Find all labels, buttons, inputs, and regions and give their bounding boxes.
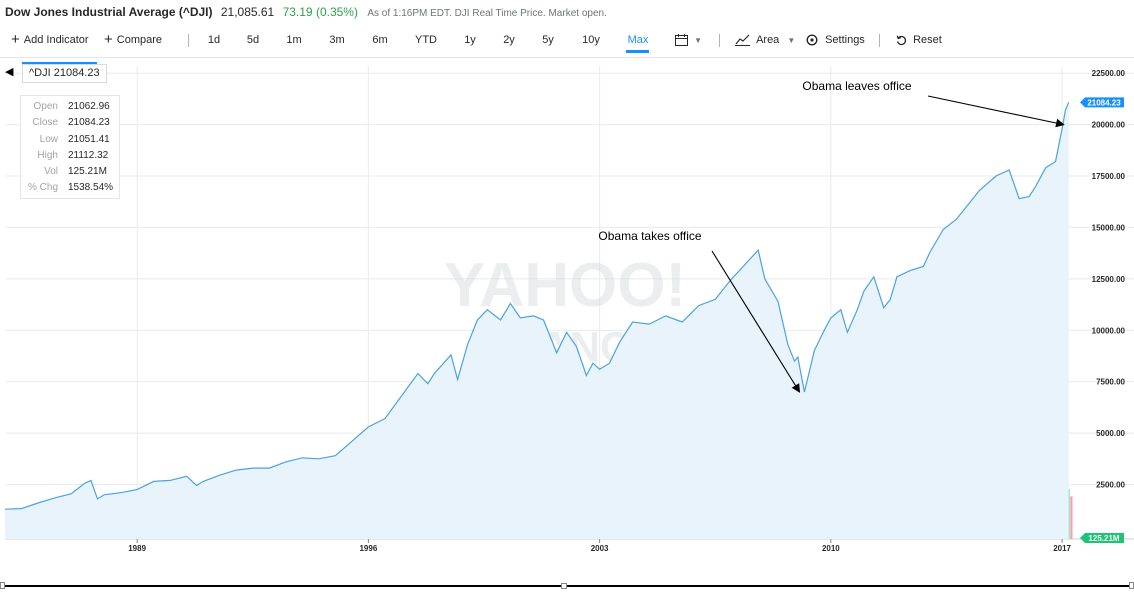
range-1m[interactable]: 1m: [286, 34, 302, 46]
price-line: [4, 102, 1070, 510]
ohlc-label: % Chg: [27, 182, 58, 194]
resize-handle-center[interactable]: [561, 583, 567, 589]
y-tick-label: 20000.00: [1092, 121, 1126, 130]
ohlc-value: 21062.96: [68, 101, 110, 112]
y-tick-label: 7500.00: [1096, 378, 1125, 387]
resize-handle-right[interactable]: [1129, 582, 1134, 589]
resize-handle-left[interactable]: [0, 582, 5, 589]
y-tick-label: 10000.00: [1092, 326, 1126, 335]
quote-header: Dow Jones Industrial Average (^DJI) 21,0…: [5, 3, 1130, 21]
settings-label: Settings: [825, 34, 865, 46]
ohlc-value: 21084.23: [68, 117, 110, 129]
quote-as-of: As of 1:16PM EDT. DJI Real Time Price. M…: [367, 8, 607, 19]
range-2y[interactable]: 2y: [503, 34, 515, 46]
toolbar-divider: [879, 34, 880, 47]
annotation-arrow: [927, 95, 1065, 128]
reset-label: Reset: [913, 34, 942, 46]
compare-button[interactable]: + Compare: [104, 26, 162, 54]
page-bottom-rule: [0, 585, 1134, 587]
x-tick-label: 2010: [822, 544, 840, 553]
annotation-label: Obama takes office: [598, 229, 701, 243]
chart-annotations: Obama takes office Obama leaves office: [598, 79, 1065, 393]
y-tick-label: 5000.00: [1096, 429, 1125, 438]
ohlc-value: 125.21M: [68, 166, 107, 178]
price-chart[interactable]: YAHOO! FINANCE 2500.005000.007500.001000…: [0, 58, 1134, 558]
last-volume-label: 125.21M: [1088, 534, 1119, 543]
ohlc-row-pct-chg: % Chg 1538.54%: [21, 180, 119, 196]
x-tick-label: 2017: [1053, 544, 1071, 553]
last-price-label: 21084.23: [1087, 98, 1121, 107]
quote-change: 73.19 (0.35%): [282, 5, 358, 19]
range-5d[interactable]: 5d: [246, 34, 260, 46]
price-area: [5, 102, 1069, 540]
range-1d[interactable]: 1d: [207, 34, 221, 46]
date-range-picker[interactable]: ▼: [675, 26, 702, 54]
range-ytd[interactable]: YTD: [415, 34, 437, 46]
quote-price: 21,085.61: [220, 5, 275, 19]
ohlc-panel: Open 21062.96 Close 21084.23 Low 21051.41 H…: [20, 95, 120, 199]
ohlc-row-open: Open 21062.96: [21, 99, 119, 115]
symbol-tag: ^DJI 21084.23: [22, 64, 107, 83]
x-tick-label: 1996: [359, 544, 377, 553]
chevron-down-icon: ▼: [787, 36, 796, 45]
x-tick-label: 2003: [591, 544, 609, 553]
annotation-label: Obama leaves office: [802, 79, 911, 93]
y-tick-label: 22500.00: [1092, 69, 1126, 78]
annotation-arrow: [711, 250, 801, 393]
chart-type-select[interactable]: Area ▼: [735, 26, 795, 54]
range-3m[interactable]: 3m: [329, 34, 345, 46]
ohlc-row-low: Low 21051.41: [21, 132, 119, 148]
plus-icon: +: [11, 31, 20, 48]
x-axis: 1989 1996 2003 2010 2017: [128, 539, 1072, 553]
ohlc-label: High: [37, 149, 58, 161]
settings-button[interactable]: Settings: [806, 26, 865, 54]
ohlc-value: 21051.41: [68, 133, 110, 145]
add-indicator-button[interactable]: + Add Indicator: [11, 26, 89, 54]
plus-icon: +: [104, 31, 113, 48]
chart-toolbar: + Add Indicator + Compare 1d 5d 1m 3m 6m Y…: [0, 26, 1134, 58]
range-10y[interactable]: 10y: [582, 34, 600, 46]
add-indicator-label: Add Indicator: [23, 34, 89, 46]
calendar-icon: [675, 34, 691, 46]
y-tick-label: 15000.00: [1092, 223, 1126, 232]
watermark-yahoo: YAHOO!: [444, 251, 686, 320]
ohlc-value: 21112.32: [68, 149, 109, 161]
last-volume-badge: [1080, 533, 1124, 543]
x-tick-label: 1989: [128, 544, 146, 553]
compare-label: Compare: [116, 34, 163, 46]
ohlc-label: Close: [32, 117, 58, 129]
gear-icon: [806, 34, 821, 46]
quote-name: Dow Jones Industrial Average (^DJI): [5, 5, 213, 19]
y-tick-label: 17500.00: [1092, 172, 1126, 181]
toolbar-divider: [719, 34, 720, 47]
y-tick-label: 12500.00: [1092, 275, 1126, 284]
last-value-badges: 21084.23 125.21M: [1080, 97, 1124, 543]
y-axis: 2500.00 5000.00 7500.00 10000.00 12500.00 150…: [1092, 69, 1126, 489]
toolbar-divider: [188, 34, 189, 47]
chevron-down-icon: ▼: [694, 36, 702, 45]
active-range-indicator: [626, 50, 649, 53]
ohlc-row-high: High 21112.32: [21, 148, 119, 164]
last-price-badge: [1080, 97, 1124, 108]
ohlc-row-close: Close 21084.23: [21, 115, 119, 131]
y-tick-label: 2500.00: [1096, 481, 1125, 490]
area-chart-icon: [735, 34, 753, 46]
ohlc-label: Open: [33, 101, 58, 112]
volume-bar: [1070, 496, 1073, 539]
ohlc-label: Low: [39, 133, 58, 145]
reset-button[interactable]: Reset: [896, 26, 942, 54]
chart-type-label: Area: [756, 34, 780, 46]
ohlc-row-vol: Vol 125.21M: [21, 164, 119, 180]
range-5y[interactable]: 5y: [542, 34, 554, 46]
collapse-arrow-icon[interactable]: ◀: [5, 66, 14, 78]
symbol-tag-accent: [22, 62, 97, 64]
range-1y[interactable]: 1y: [464, 34, 476, 46]
range-max[interactable]: Max: [627, 34, 649, 46]
range-6m[interactable]: 6m: [372, 34, 388, 46]
reset-icon: [896, 34, 910, 46]
toolbar-bottom-border: [0, 57, 1134, 58]
ohlc-value: 1538.54%: [68, 182, 114, 194]
ohlc-label: Vol: [44, 166, 58, 178]
